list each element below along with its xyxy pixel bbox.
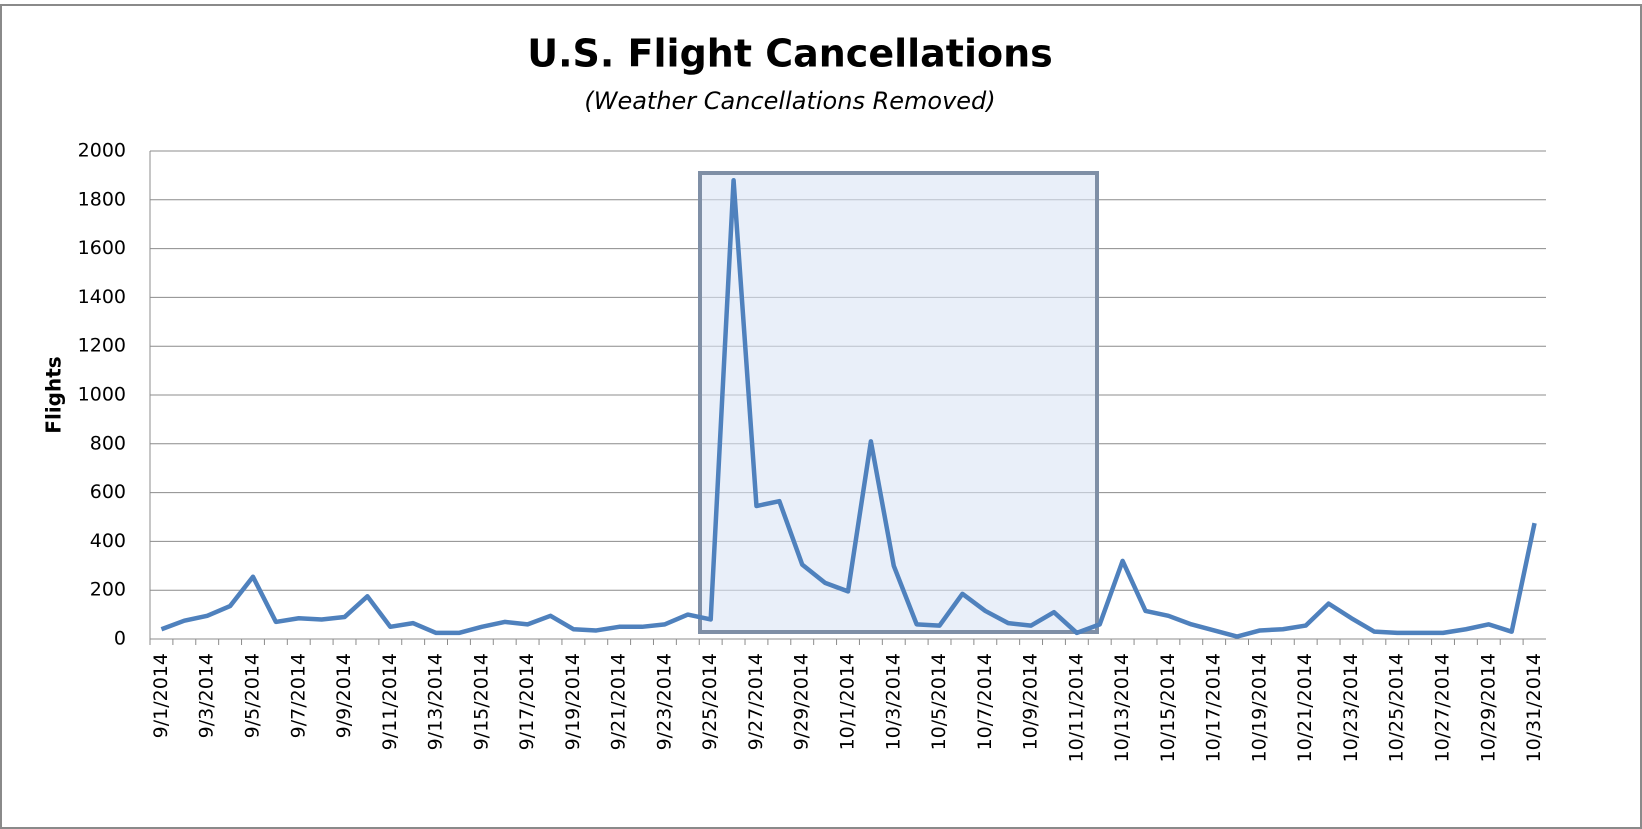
x-tick-label: 9/25/2014: [699, 653, 721, 750]
x-tick-label: 9/3/2014: [196, 653, 218, 738]
chart-title: U.S. Flight Cancellations: [527, 32, 1053, 76]
highlight-box: [698, 171, 1099, 634]
x-tick-label: 9/11/2014: [379, 653, 401, 750]
x-tick-label: 9/23/2014: [653, 653, 675, 750]
x-tick-label: 10/21/2014: [1294, 653, 1316, 763]
x-tick-label: 10/13/2014: [1111, 653, 1133, 763]
x-tick-label: 9/15/2014: [470, 653, 492, 750]
x-tick-label: 9/27/2014: [745, 653, 767, 750]
x-tick-label: 10/31/2014: [1523, 653, 1545, 763]
y-tick-label: 0: [114, 628, 126, 650]
y-tick-label: 200: [90, 579, 126, 601]
y-tick-label: 1800: [78, 188, 126, 210]
x-tick-label: 10/23/2014: [1340, 653, 1362, 763]
x-tick-label: 10/27/2014: [1432, 653, 1454, 763]
marks: [160, 178, 1537, 639]
x-tick-label: 10/9/2014: [1020, 653, 1042, 750]
y-tick-label: 800: [90, 432, 126, 454]
x-tick-label: 10/19/2014: [1248, 653, 1270, 763]
y-tick-label: 1200: [78, 335, 126, 357]
x-tick-label: 9/29/2014: [791, 653, 813, 750]
y-tick-label: 1600: [78, 237, 126, 259]
y-tick-label: 1000: [78, 384, 126, 406]
x-tick-label: 10/25/2014: [1386, 653, 1408, 763]
y-tick-label: 2000: [78, 140, 126, 162]
x-tick-label: 10/29/2014: [1477, 653, 1499, 763]
x-tick-label: 10/17/2014: [1203, 653, 1225, 763]
x-tick-label: 9/9/2014: [333, 653, 355, 738]
y-tick-label: 1400: [78, 286, 126, 308]
x-tick-label: 9/21/2014: [608, 653, 630, 750]
y-tick-label: 400: [90, 530, 126, 552]
x-tick-label: 9/5/2014: [241, 653, 263, 738]
y-axis-label: Flights: [42, 356, 66, 433]
y-tick-label: 600: [90, 481, 126, 503]
x-tick-label: 9/1/2014: [150, 653, 172, 738]
x-tick-label: 9/13/2014: [425, 653, 447, 750]
x-tick-label: 10/11/2014: [1065, 653, 1087, 763]
x-tick-label: 9/7/2014: [287, 653, 309, 738]
x-tick-label: 9/19/2014: [562, 653, 584, 750]
line-series: [160, 178, 1537, 639]
x-tick-label: 10/15/2014: [1157, 653, 1179, 763]
x-tick-label: 9/17/2014: [516, 653, 538, 750]
x-tick-label: 10/1/2014: [837, 653, 859, 750]
x-tick-label: 10/7/2014: [974, 653, 996, 750]
x-tick-label: 10/5/2014: [928, 653, 950, 750]
chart-subtitle: (Weather Cancellations Removed): [584, 87, 995, 115]
x-tick-label: 10/3/2014: [882, 653, 904, 750]
